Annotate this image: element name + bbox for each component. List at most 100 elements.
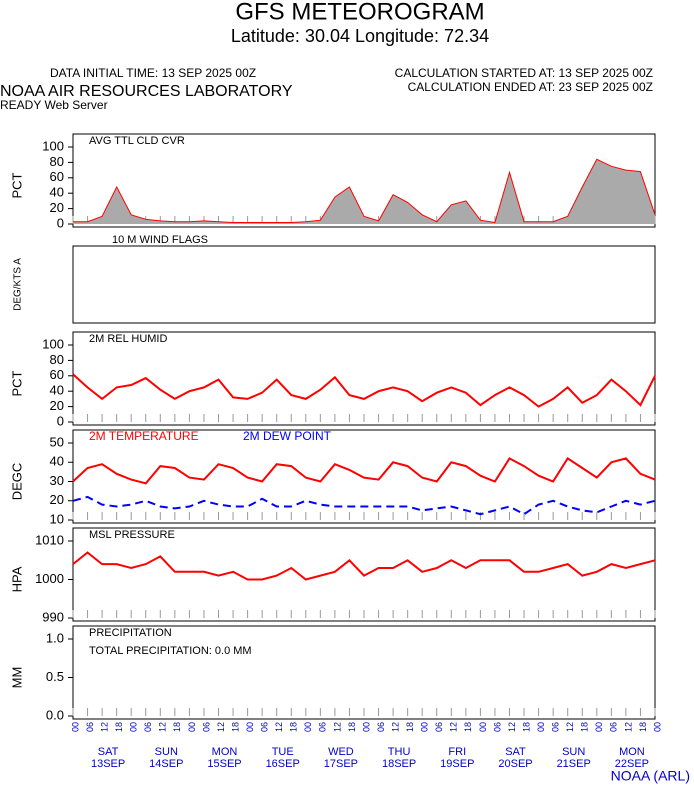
legend-label: 2M DEW POINT [243, 429, 332, 443]
hour-label: 18 [638, 722, 648, 732]
lab: NOAA AIR RESOURCES LABORATORY [0, 83, 293, 100]
date-label: 19SEP [440, 758, 474, 770]
hour-label: 18 [289, 722, 299, 732]
y-axis-label: HPA [9, 566, 24, 592]
hour-label: 00 [245, 722, 255, 732]
panel-frame [72, 245, 656, 324]
hour-label: 06 [492, 722, 502, 732]
panel-title: MSL PRESSURE [89, 529, 175, 541]
hour-label: 06 [609, 722, 619, 732]
date-label: 13SEP [91, 758, 125, 770]
hour-label: 12 [390, 722, 400, 732]
panel-note: TOTAL PRECIPITATION: 0.0 MM [89, 645, 252, 657]
day-label: SAT [98, 746, 119, 758]
y-tick-label: 40 [50, 454, 64, 469]
y-tick-label: 20 [50, 492, 64, 507]
panel-title: AVG TTL CLD CVR [89, 135, 185, 147]
day-label: THU [388, 746, 411, 758]
hour-label: 06 [376, 722, 386, 732]
panel-title: 10 M WIND FLAGS [112, 234, 208, 246]
panel-frame [72, 625, 656, 720]
panel-frame [72, 331, 656, 426]
y-tick-label: 1000 [35, 571, 64, 586]
panel-frame [72, 429, 656, 524]
panel-title: 2M REL HUMID [89, 333, 167, 345]
day-label: MON [212, 746, 238, 758]
y-tick-label: 0 [57, 413, 64, 428]
title: GFS METEOROGRAM [235, 0, 484, 25]
date-label: 16SEP [266, 758, 300, 770]
server: READY Web Server [0, 98, 108, 112]
day-label: FRI [448, 746, 466, 758]
hour-label: 00 [303, 722, 313, 732]
hour-label: 12 [332, 722, 342, 732]
hour-label: 00 [478, 722, 488, 732]
y-tick-label: 1010 [35, 532, 64, 547]
panel-title: PRECIPITATION [89, 627, 172, 639]
calc-started: CALCULATION STARTED AT: 13 SEP 2025 00Z [395, 66, 653, 80]
y-tick-label: 30 [50, 473, 64, 488]
hour-label: 06 [434, 722, 444, 732]
y-axis-label: DEG/KTS A [13, 258, 24, 311]
day-label: SUN [155, 746, 178, 758]
hour-label: 06 [551, 722, 561, 732]
date-label: 18SEP [382, 758, 416, 770]
hour-label: 18 [405, 722, 415, 732]
hour-label: 00 [187, 722, 197, 732]
y-tick-label: 100 [42, 336, 64, 351]
hour-label: 06 [85, 722, 95, 732]
hour-label: 00 [420, 722, 430, 732]
date-label: 20SEP [498, 758, 532, 770]
y-tick-label: 20 [50, 200, 64, 215]
y-tick-label: 40 [50, 383, 64, 398]
credit: NOAA (ARL) [611, 768, 690, 784]
y-tick-label: 20 [50, 398, 64, 413]
day-label: WED [328, 746, 354, 758]
date-label: 14SEP [149, 758, 183, 770]
day-label: MON [619, 746, 645, 758]
hour-label: 12 [507, 722, 517, 732]
series-line [72, 373, 656, 408]
hour-label: 12 [216, 722, 226, 732]
calc-ended: CALCULATION ENDED AT: 23 SEP 2025 00Z [408, 80, 653, 94]
hour-label: 06 [201, 722, 211, 732]
hour-label: 12 [623, 722, 633, 732]
series-line [72, 551, 656, 581]
series-line [72, 457, 656, 485]
y-tick-label: 0 [57, 215, 64, 230]
y-axis-label: PCT [9, 370, 24, 396]
date-label: 15SEP [207, 758, 241, 770]
y-axis-label: DEGC [9, 463, 24, 501]
date-label: 21SEP [557, 758, 591, 770]
hour-label: 12 [99, 722, 109, 732]
day-label: SUN [562, 746, 585, 758]
y-tick-label: 0.5 [46, 669, 64, 684]
y-tick-label: 60 [50, 367, 64, 382]
hour-label: 18 [463, 722, 473, 732]
panel-frame [72, 527, 656, 622]
hour-label: 18 [521, 722, 531, 732]
hour-label: 06 [143, 722, 153, 732]
y-tick-label: 80 [50, 154, 64, 169]
panel-frame [72, 133, 656, 228]
y-tick-label: 0.0 [46, 707, 64, 722]
hour-label: 06 [318, 722, 328, 732]
y-tick-label: 50 [50, 434, 64, 449]
y-tick-label: 40 [50, 185, 64, 200]
day-label: TUE [272, 746, 294, 758]
hour-label: 18 [347, 722, 357, 732]
hour-label: 18 [172, 722, 182, 732]
y-tick-label: 60 [50, 169, 64, 184]
legend-label: 2M TEMPERATURE [89, 429, 199, 443]
series-line [72, 495, 656, 516]
hour-label: 00 [129, 722, 139, 732]
initial-time: DATA INITIAL TIME: 13 SEP 2025 00Z [50, 66, 256, 80]
y-tick-label: 100 [42, 138, 64, 153]
series-line [73, 158, 656, 224]
date-label: 22SEP [615, 758, 649, 770]
hour-label: 18 [114, 722, 124, 732]
hour-label: 12 [274, 722, 284, 732]
subtitle: Latitude: 30.04 Longitude: 72.34 [231, 26, 489, 46]
hour-label: 18 [580, 722, 590, 732]
